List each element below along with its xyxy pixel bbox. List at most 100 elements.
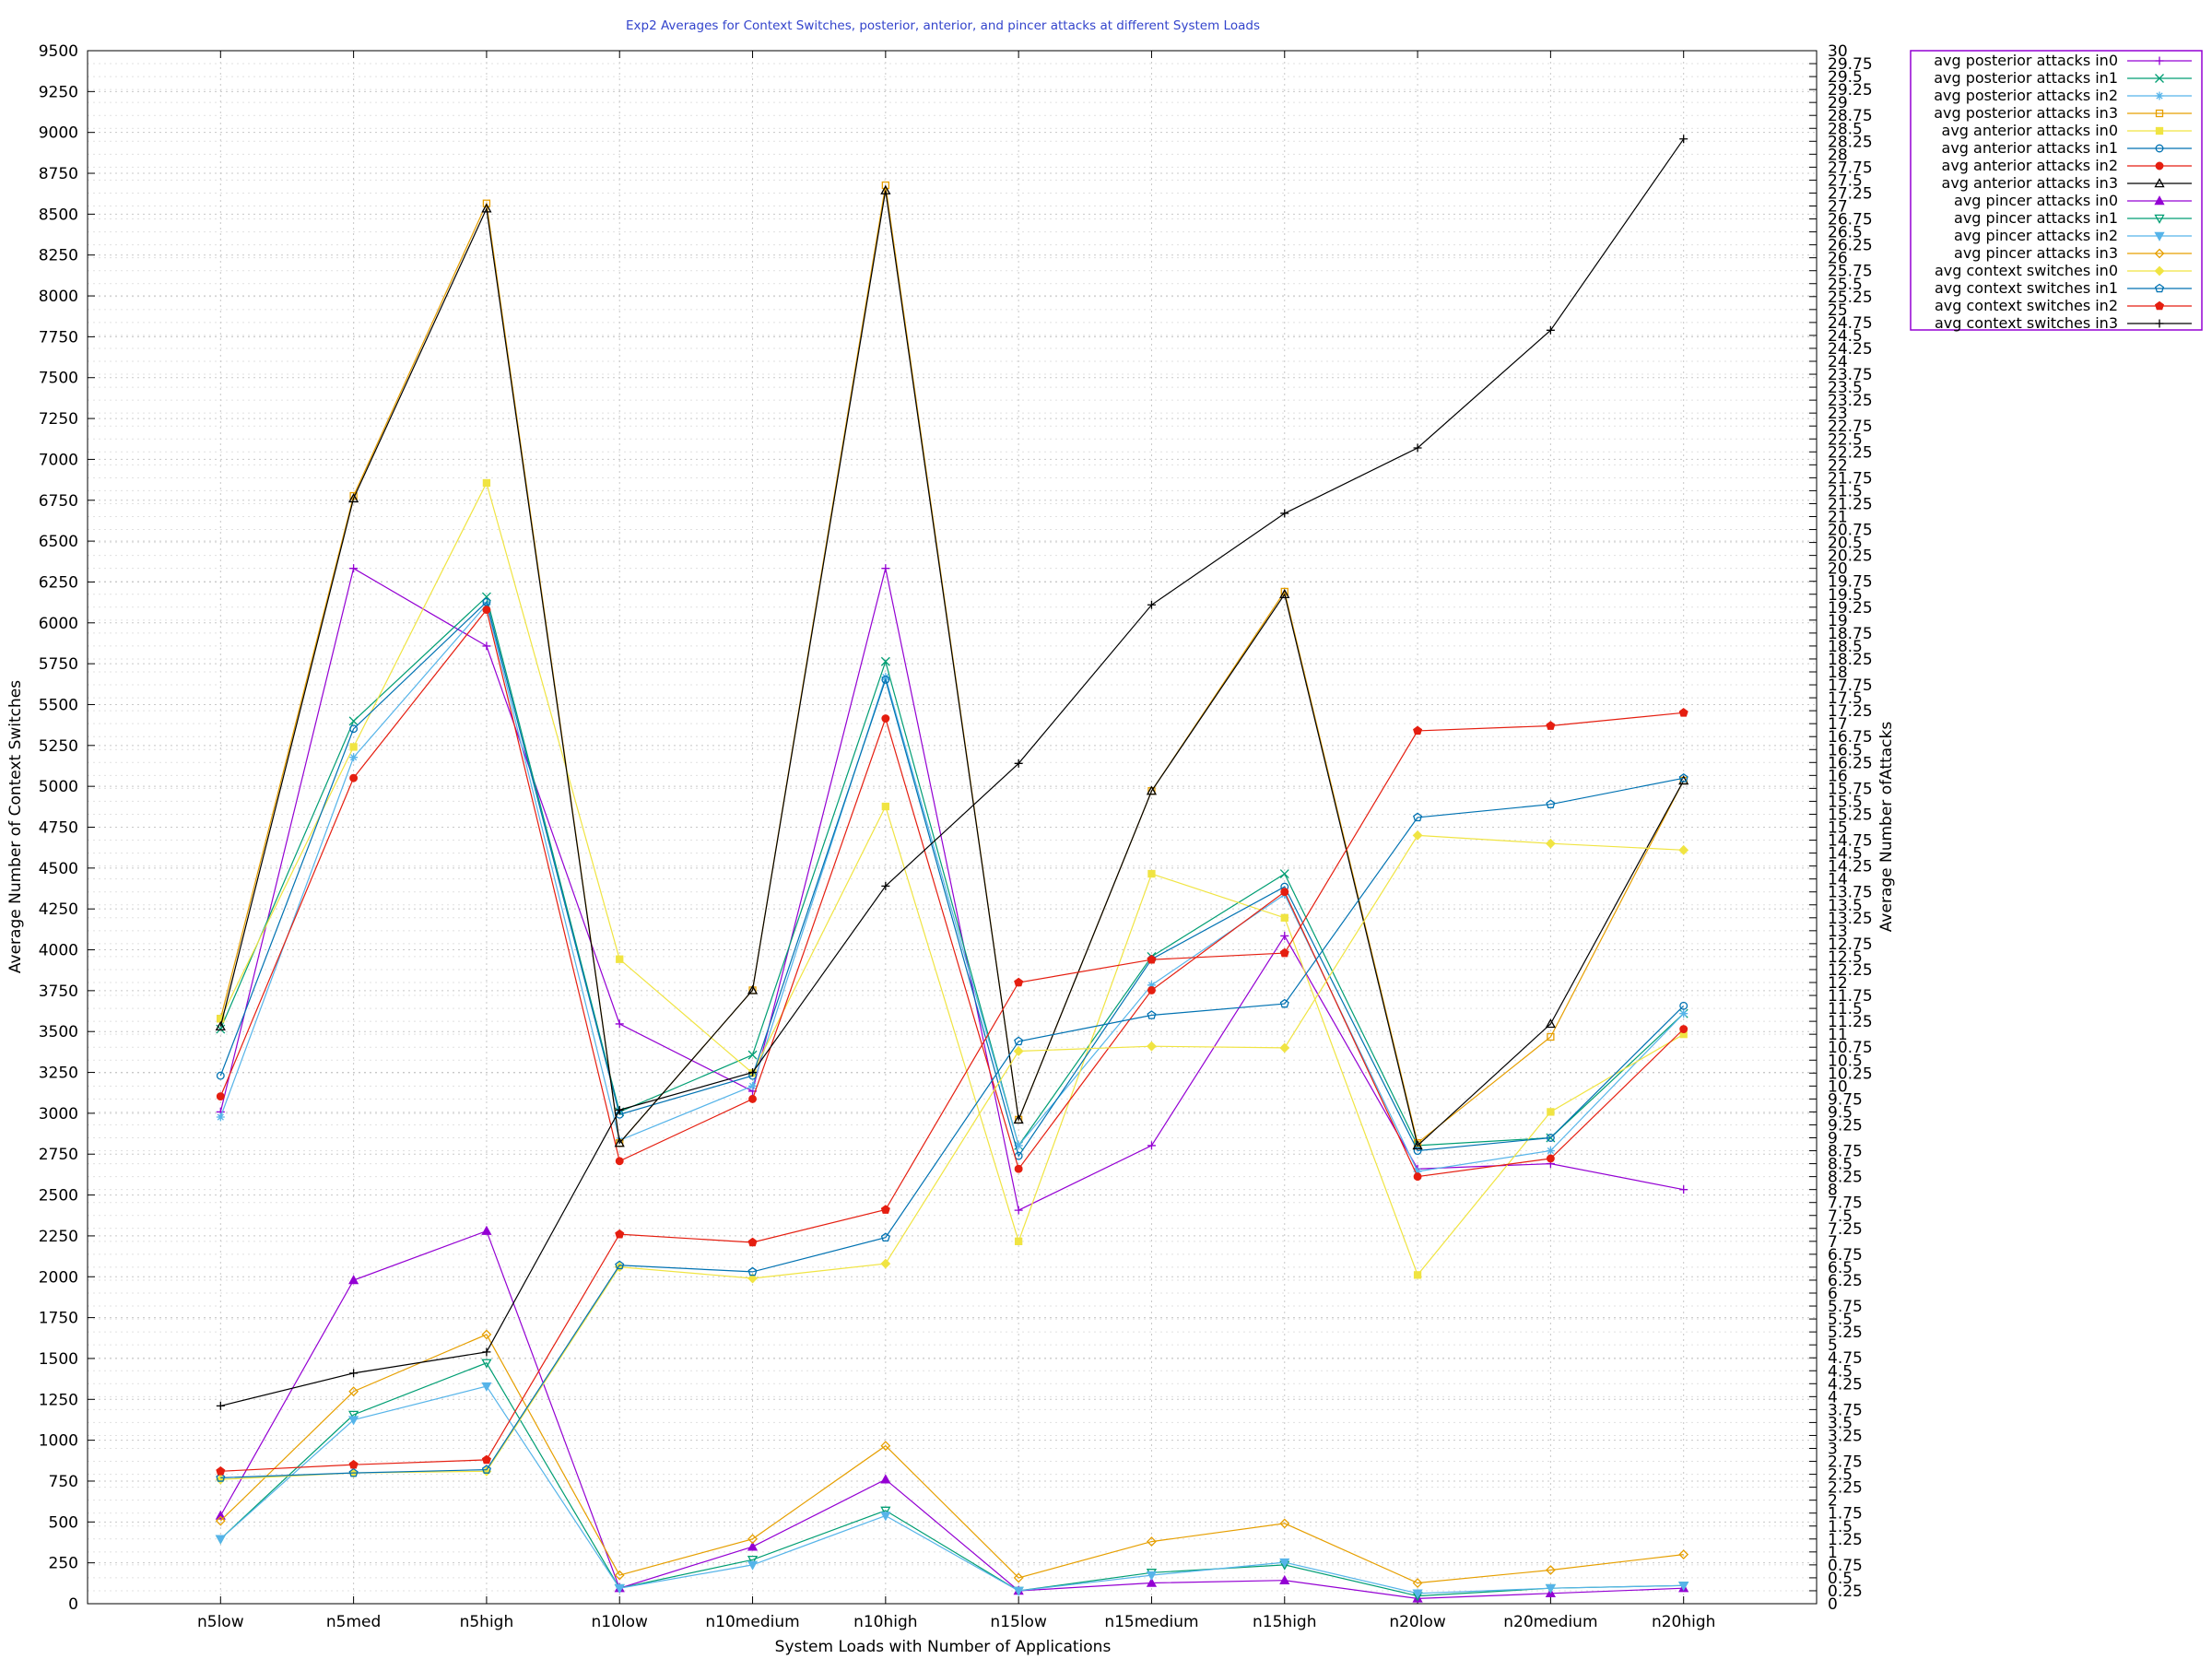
series-line (219, 608, 1685, 1178)
data-point (1413, 812, 1423, 822)
data-point (1413, 725, 1423, 735)
legend-swatch-marker (2155, 56, 2164, 65)
data-point (216, 1092, 225, 1101)
data-point (615, 1105, 624, 1114)
chart-title: Exp2 Averages for Context Switches, post… (626, 18, 1260, 33)
data-point (1413, 1172, 1422, 1182)
data-point (215, 1020, 226, 1030)
data-point (349, 1369, 359, 1378)
y2-tick-label: 14.25 (1828, 858, 1873, 877)
series-line (220, 834, 1684, 1480)
data-point (1412, 1589, 1423, 1599)
legend-entry: avg context switches in1 (1935, 279, 2192, 297)
data-point (1279, 869, 1289, 879)
data-point (614, 1583, 625, 1594)
y2-tick-label: 13.75 (1828, 884, 1873, 902)
y-tick-label: 6250 (39, 573, 78, 592)
data-point (1146, 785, 1158, 795)
data-point (482, 600, 491, 609)
x-tick-label: n10high (853, 1613, 917, 1631)
legend-entry: avg posterior attacks in1 (1934, 69, 2192, 87)
legend-swatch-marker (2155, 319, 2164, 328)
data-point (1147, 954, 1157, 964)
legend-label: avg anterior attacks in1 (1942, 139, 2118, 157)
data-point (348, 1459, 359, 1469)
legend-label: avg context switches in3 (1935, 314, 2118, 332)
series-line (219, 603, 1685, 1172)
legend-swatch-marker (2155, 144, 2164, 153)
data-point (348, 1386, 359, 1397)
data-point (748, 1068, 758, 1077)
series-8 (215, 1225, 1689, 1603)
y2-tick-label: 12.25 (1828, 961, 1873, 980)
data-point (1545, 1565, 1556, 1575)
data-point (881, 802, 889, 811)
data-point (880, 1205, 890, 1214)
y2-tick-label: 0.75 (1828, 1557, 1863, 1575)
data-point (216, 1112, 225, 1122)
data-point (1413, 443, 1422, 453)
y-tick-label: 2750 (39, 1146, 78, 1164)
y2-tick-label: 24.5 (1828, 327, 1863, 346)
data-point (881, 714, 890, 723)
y-tick-label: 8250 (39, 247, 78, 265)
legend-swatch-marker (2155, 126, 2164, 135)
y2-tick-label: 2 (1828, 1492, 1838, 1511)
y2-tick-label: 19.25 (1828, 599, 1873, 618)
y2-tick-label: 22.75 (1828, 418, 1873, 436)
data-point (348, 493, 359, 503)
y2-tick-label: 3.5 (1828, 1414, 1853, 1432)
series-5 (216, 597, 1688, 1160)
y2-tick-label: 16.75 (1828, 728, 1873, 747)
data-point (881, 181, 889, 190)
data-point (1279, 998, 1289, 1008)
data-point (349, 753, 359, 762)
data-point (880, 1258, 891, 1269)
legend-entry: avg anterior attacks in0 (1942, 122, 2192, 139)
data-point (1679, 1001, 1688, 1010)
y2-tick-label: 18 (1828, 664, 1848, 682)
data-point (1678, 844, 1689, 855)
y2-tick-label: 19.75 (1828, 573, 1873, 592)
data-point (481, 1465, 491, 1474)
y2-tick-label: 1 (1828, 1544, 1838, 1562)
series-12 (215, 830, 1689, 1485)
y2-tick-label: 12.5 (1828, 948, 1863, 967)
y2-tick-label: 4.25 (1828, 1375, 1863, 1394)
data-point (481, 1382, 492, 1392)
data-point (1279, 1574, 1290, 1584)
y2-tick-label: 23.75 (1828, 366, 1873, 384)
data-point (1546, 799, 1556, 808)
y2-tick-label: 28 (1828, 146, 1848, 164)
series-14 (216, 708, 1688, 1476)
data-point (348, 1467, 359, 1477)
grid-lines (88, 51, 1817, 1604)
legend-label: avg posterior attacks in2 (1934, 87, 2118, 104)
y2-tick-label: 2.75 (1828, 1453, 1863, 1472)
legend-label: avg pincer attacks in1 (1954, 209, 2118, 227)
legend-entry: avg posterior attacks in0 (1934, 52, 2192, 69)
legend-entry: avg context switches in2 (1935, 297, 2192, 314)
series-11 (215, 1329, 1689, 1588)
data-point (1279, 1518, 1290, 1529)
y2-tick-label: 1.5 (1828, 1518, 1853, 1536)
y-tick-label: 8500 (39, 206, 78, 224)
y-tick-label: 2000 (39, 1268, 78, 1287)
y2-tick-label: 10.25 (1828, 1065, 1873, 1083)
data-point (1678, 775, 1689, 785)
y-tick-label: 9250 (39, 83, 78, 101)
data-point (1679, 1025, 1688, 1033)
y2-tick-label: 23 (1828, 405, 1848, 423)
y2-tick-label: 7.25 (1828, 1220, 1863, 1239)
y2-tick-label: 27 (1828, 198, 1848, 217)
y2-tick-label: 29.5 (1828, 68, 1863, 87)
y-tick-label: 4000 (39, 942, 78, 960)
y2-tick-label: 6 (1828, 1285, 1838, 1303)
data-point (1015, 1237, 1023, 1245)
data-point (482, 1347, 491, 1357)
y2-tick-label: 4.75 (1828, 1349, 1863, 1368)
data-point (880, 1232, 890, 1241)
data-point (1547, 1108, 1555, 1116)
y-axis-left: 0 250 500 750 1000 1250 1500 1750 2000 2250 2500 27… (39, 42, 95, 1614)
y2-tick-label: 25.75 (1828, 263, 1873, 281)
